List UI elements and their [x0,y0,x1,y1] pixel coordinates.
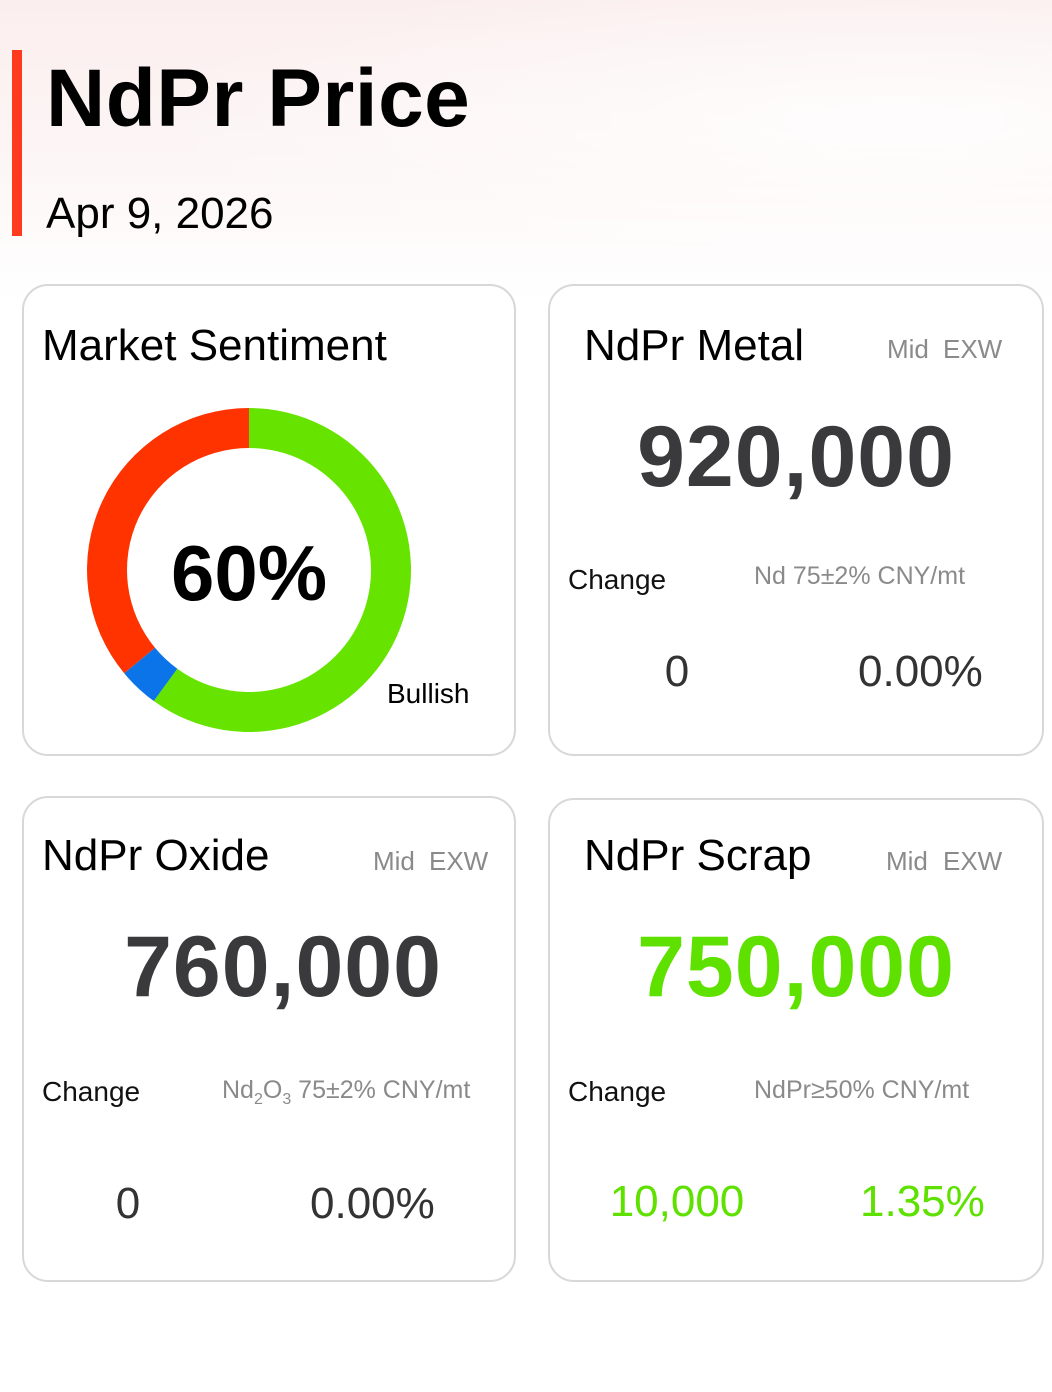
ndpr-oxide-change-label: Change [42,1076,141,1107]
title-accent-bar [12,50,22,236]
ndpr-scrap-price: 750,000 [637,919,955,1015]
donut-segment-neutral [124,647,178,702]
ndpr-metal-title: NdPr Metal [584,321,805,370]
page-title: NdPr Price [46,53,471,144]
ndpr-scrap-change-pct: 1.35% [860,1177,985,1226]
header-background [0,0,1052,300]
ndpr-oxide-change-pct: 0.00% [310,1179,435,1228]
donut-segment-bearish [86,408,249,674]
ndpr-metal-mid-label: Mid [887,334,929,364]
ndpr-scrap-title: NdPr Scrap [584,831,812,880]
sentiment-percent-label: 60% [171,529,327,617]
ndpr-scrap-change-label: Change [568,1076,667,1107]
sentiment-donut-chart: 60% [86,408,411,732]
ndpr-metal-price: 920,000 [637,409,955,505]
donut-segment-bullish [153,408,411,732]
ndpr-metal-change-abs: 0 [664,647,690,696]
ndpr-oxide-card[interactable]: NdPr Oxide Mid EXW 760,000 Change Nd2O3 … [22,796,516,1282]
ndpr-metal-change-pct: 0.00% [858,647,983,696]
market-sentiment-card[interactable]: Market Sentiment 60% Bullish [22,284,516,756]
ndpr-metal-exw-label: EXW [943,334,1003,364]
ndpr-metal-change-label: Change [568,564,667,595]
ndpr-scrap-change-abs: 10,000 [609,1177,745,1226]
ndpr-scrap-exw-label: EXW [943,846,1003,876]
ndpr-metal-card[interactable]: NdPr Metal Mid EXW 920,000 Change Nd 75±… [548,284,1044,756]
ndpr-oxide-price: 760,000 [124,919,442,1015]
ndpr-oxide-change-abs: 0 [115,1179,141,1228]
ndpr-oxide-mid-label: Mid [373,846,415,876]
ndpr-oxide-title: NdPr Oxide [42,831,270,880]
ndpr-metal-spec: Nd 75±2% CNY/mt [754,562,966,590]
ndpr-oxide-exw-label: EXW [429,846,489,876]
ndpr-scrap-mid-label: Mid [886,846,928,876]
page-date: Apr 9, 2026 [46,189,274,238]
market-sentiment-title: Market Sentiment [42,321,387,370]
sentiment-bullish-label: Bullish [387,678,470,709]
ndpr-oxide-spec: Nd2O3 75±2% CNY/mt [222,1076,471,1108]
ndpr-scrap-card[interactable]: NdPr Scrap Mid EXW 750,000 Change NdPr≥5… [548,798,1044,1282]
ndpr-scrap-spec: NdPr≥50% CNY/mt [754,1076,970,1104]
